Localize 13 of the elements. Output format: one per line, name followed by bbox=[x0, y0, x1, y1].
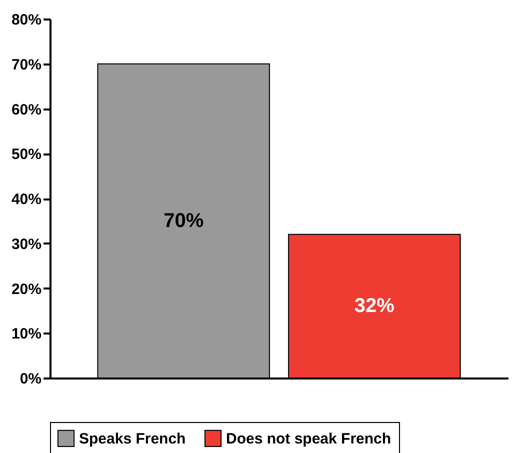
data-label: 70% bbox=[164, 210, 204, 232]
y-tick-label: 80% bbox=[11, 12, 42, 28]
y-tick-label: 50% bbox=[11, 146, 42, 164]
y-tick-label: 40% bbox=[11, 191, 42, 208]
y-tick-label: 70% bbox=[11, 56, 42, 74]
data-label: 32% bbox=[354, 295, 395, 318]
y-tick-label: 10% bbox=[11, 326, 42, 343]
legend-label: Does not speak French bbox=[226, 430, 392, 448]
y-tick-label: 30% bbox=[11, 236, 42, 253]
y-tick-label: 0% bbox=[20, 370, 42, 388]
y-tick-label: 20% bbox=[11, 280, 42, 298]
y-tick-label: 60% bbox=[11, 101, 42, 118]
legend-label: Speaks French bbox=[79, 430, 186, 448]
